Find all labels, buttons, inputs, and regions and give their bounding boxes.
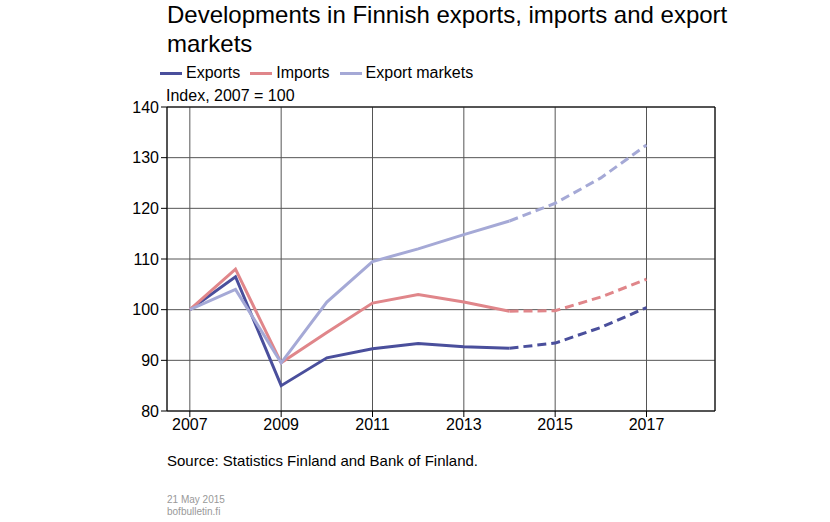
svg-text:2007: 2007 bbox=[172, 416, 208, 433]
svg-text:130: 130 bbox=[132, 149, 159, 166]
html-text:21 May 2015: 21 May 2015 bbox=[167, 494, 225, 505]
html-text:Developments in Finnish export: Developments in Finnish exports, imports… bbox=[167, 1, 728, 57]
html-text:bofbulletin.fi: bofbulletin.fi bbox=[167, 506, 221, 517]
svg-text:2011: 2011 bbox=[355, 416, 390, 433]
html-text:Exports: Exports bbox=[186, 64, 241, 81]
svg-text:100: 100 bbox=[132, 301, 159, 318]
html-text:Imports: Imports bbox=[276, 64, 330, 81]
svg-text:110: 110 bbox=[133, 251, 159, 268]
svg-text:2009: 2009 bbox=[263, 416, 299, 433]
svg-text:120: 120 bbox=[132, 200, 159, 217]
svg-text:2017: 2017 bbox=[629, 416, 665, 433]
svg-text:80: 80 bbox=[141, 403, 159, 420]
svg-text:2015: 2015 bbox=[537, 416, 573, 433]
svg-text:2013: 2013 bbox=[446, 416, 482, 433]
svg-text:140: 140 bbox=[132, 99, 159, 116]
svg-text:90: 90 bbox=[141, 352, 159, 369]
html-text:Index, 2007 = 100: Index, 2007 = 100 bbox=[166, 87, 295, 104]
html-text:Source: Statistics Finland and: Source: Statistics Finland and Bank of F… bbox=[167, 452, 478, 469]
html-text:Export markets: Export markets bbox=[365, 64, 474, 81]
